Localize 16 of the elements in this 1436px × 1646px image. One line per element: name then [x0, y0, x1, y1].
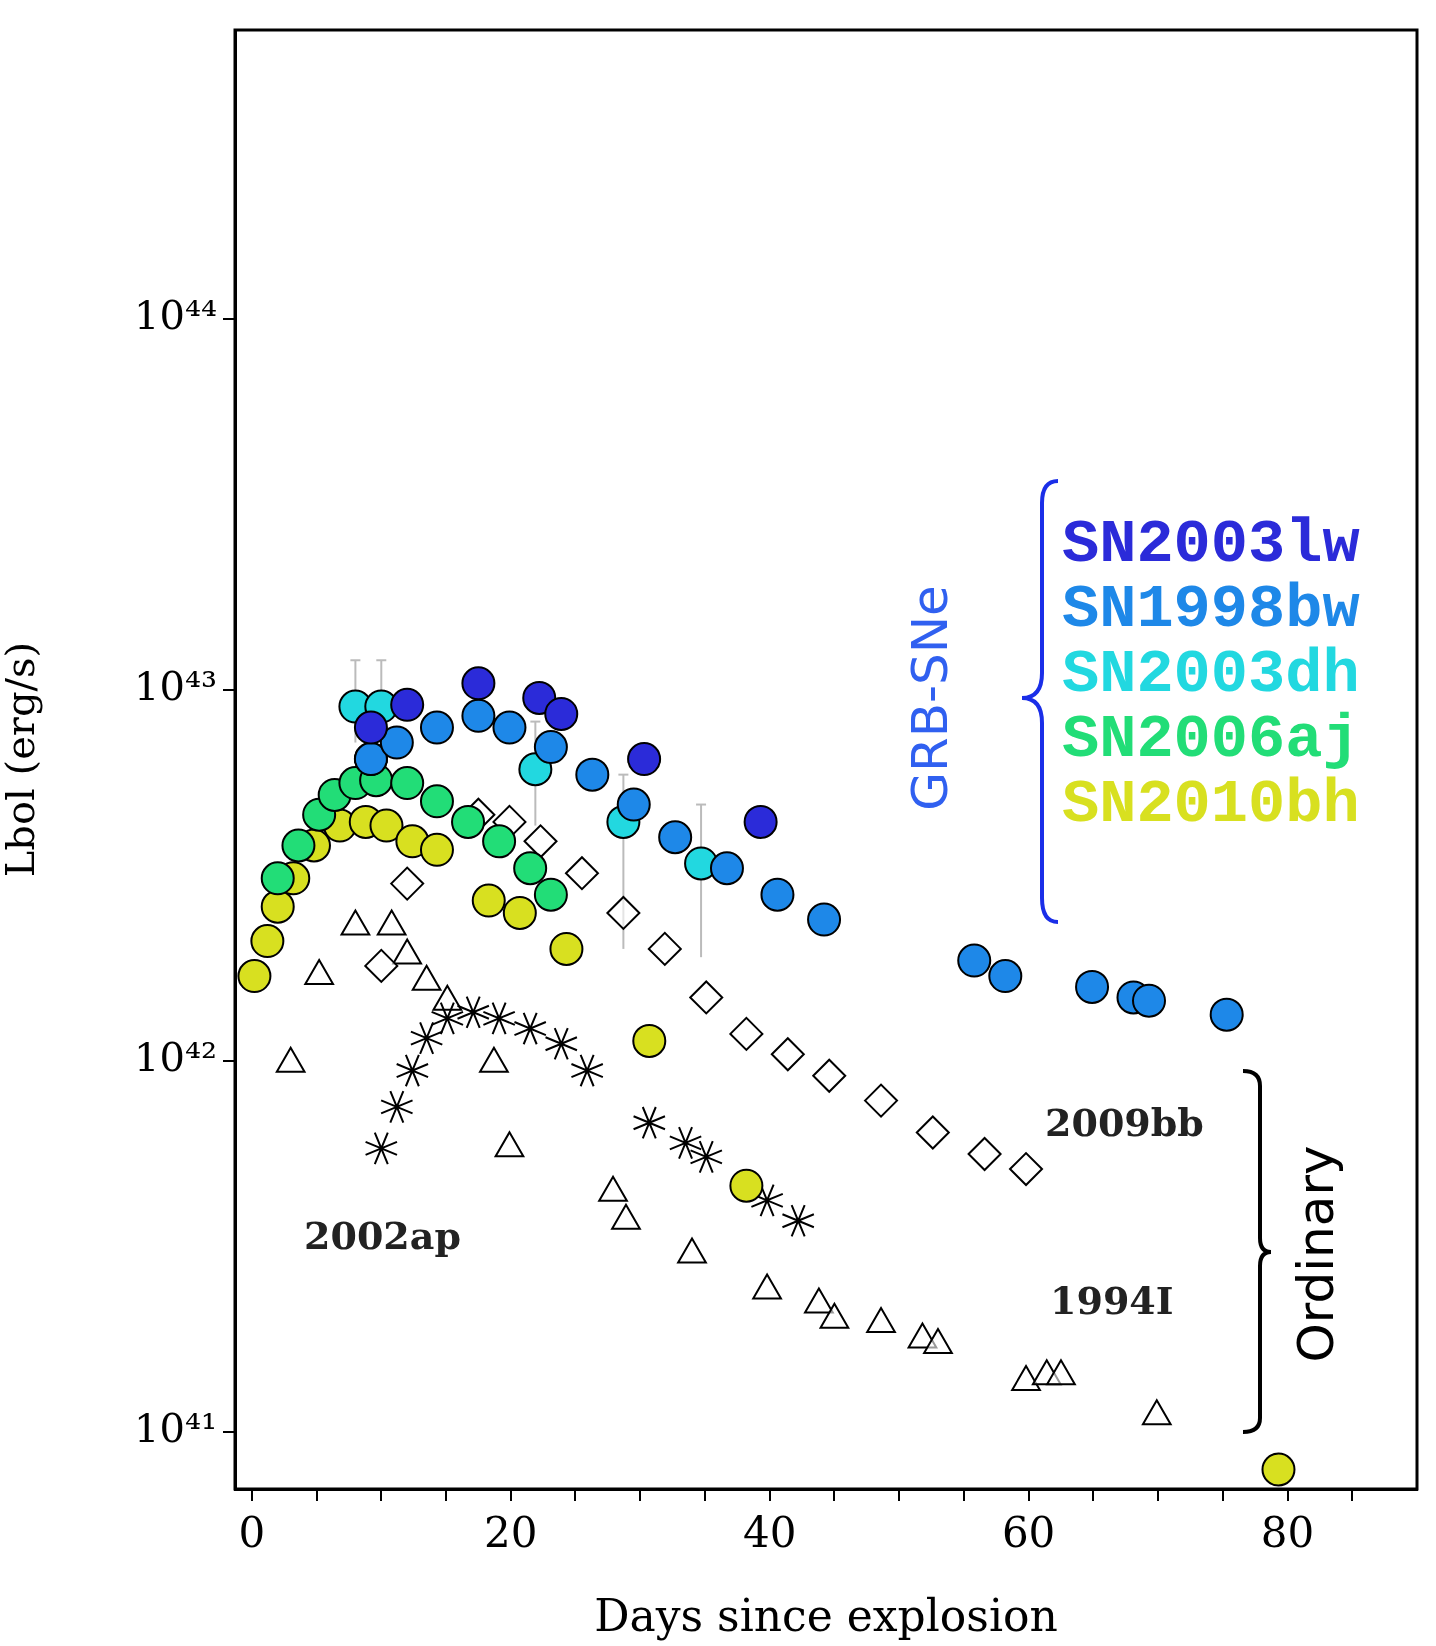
annotation: GRB-SNe [900, 585, 959, 811]
y-tick-label: 10⁴⁴ [134, 292, 217, 339]
annotation: 1994I [1050, 1277, 1174, 1323]
annotation: 2002ap [304, 1212, 461, 1258]
x-tick-label: 40 [742, 1508, 797, 1558]
x-tick-label: 60 [1001, 1508, 1056, 1558]
x-tick-label: 20 [484, 1508, 538, 1558]
annotation: Ordinary [1286, 1145, 1345, 1363]
x-tick-label: 0 [238, 1508, 266, 1558]
y-tick-label: 10⁴¹ [134, 1404, 217, 1451]
y-axis-title: Lbol (erg/s) [0, 641, 44, 878]
x-tick-label: 80 [1260, 1508, 1315, 1558]
y-tick-label: 10⁴³ [134, 663, 217, 710]
y-tick-label: 10⁴² [134, 1033, 217, 1080]
annotation: 2009bb [1045, 1099, 1204, 1145]
x-axis-title: Days since explosion [594, 1590, 1058, 1642]
